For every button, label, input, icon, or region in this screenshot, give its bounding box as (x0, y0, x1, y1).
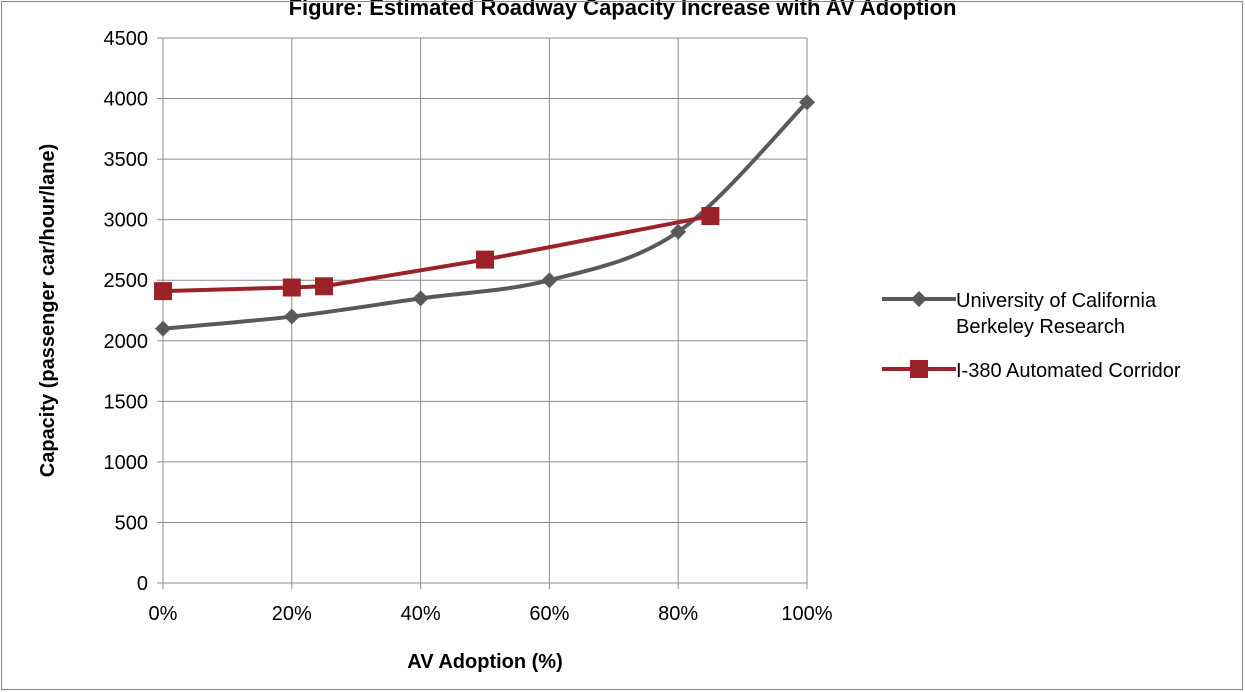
y-tick-label: 3000 (104, 210, 149, 232)
y-tick-label: 2000 (104, 331, 149, 353)
series-2-point (154, 282, 172, 301)
legend-swatch-series-1 (882, 291, 956, 307)
y-tick-label: 2500 (104, 270, 149, 292)
series-1-point (412, 290, 429, 307)
series-2-point (701, 207, 720, 226)
chart-title: Figure: Estimated Roadway Capacity Incre… (288, 0, 957, 20)
x-axis-title: AV Adoption (%) (407, 651, 563, 673)
legend-swatch-series-2 (882, 360, 956, 378)
y-tick-label: 0 (137, 573, 148, 595)
series-1-point (670, 223, 687, 240)
y-tick-label: 3500 (104, 149, 149, 171)
series-2-point (476, 250, 494, 269)
y-tick-label: 1000 (104, 452, 149, 474)
x-tick-label: 60% (529, 603, 569, 625)
legend-label-series-1: University of California Berkeley Resear… (956, 290, 1157, 338)
x-tick-label: 20% (272, 603, 312, 625)
y-axis-title: Capacity (passenger car/hour/lane) (37, 144, 59, 477)
y-tick-label: 4500 (104, 28, 149, 50)
series-1-point (155, 320, 171, 337)
y-tick-label: 1500 (104, 391, 149, 413)
diamond-marker-icon (911, 291, 927, 307)
series-1-point (283, 308, 300, 325)
legend-label-series-2: I-380 Automated Corridor (956, 360, 1181, 382)
y-tick-label: 4000 (104, 89, 149, 111)
x-tick-label: 0% (149, 603, 178, 625)
series-1-point (541, 272, 558, 289)
legend-item-series-2: I-380 Automated Corridor (882, 358, 1222, 428)
series-1-point (799, 94, 815, 111)
y-tick-label: 500 (115, 512, 148, 534)
series-2-point (282, 278, 301, 297)
x-tick-label: 100% (781, 603, 832, 625)
square-marker-icon (910, 360, 928, 378)
x-tick-label: 40% (401, 603, 441, 625)
legend-item-series-1: University of California Berkeley Resear… (882, 288, 1222, 358)
x-tick-label: 80% (658, 603, 698, 625)
legend: University of California Berkeley Resear… (882, 288, 1222, 428)
series-2-point (315, 277, 333, 296)
